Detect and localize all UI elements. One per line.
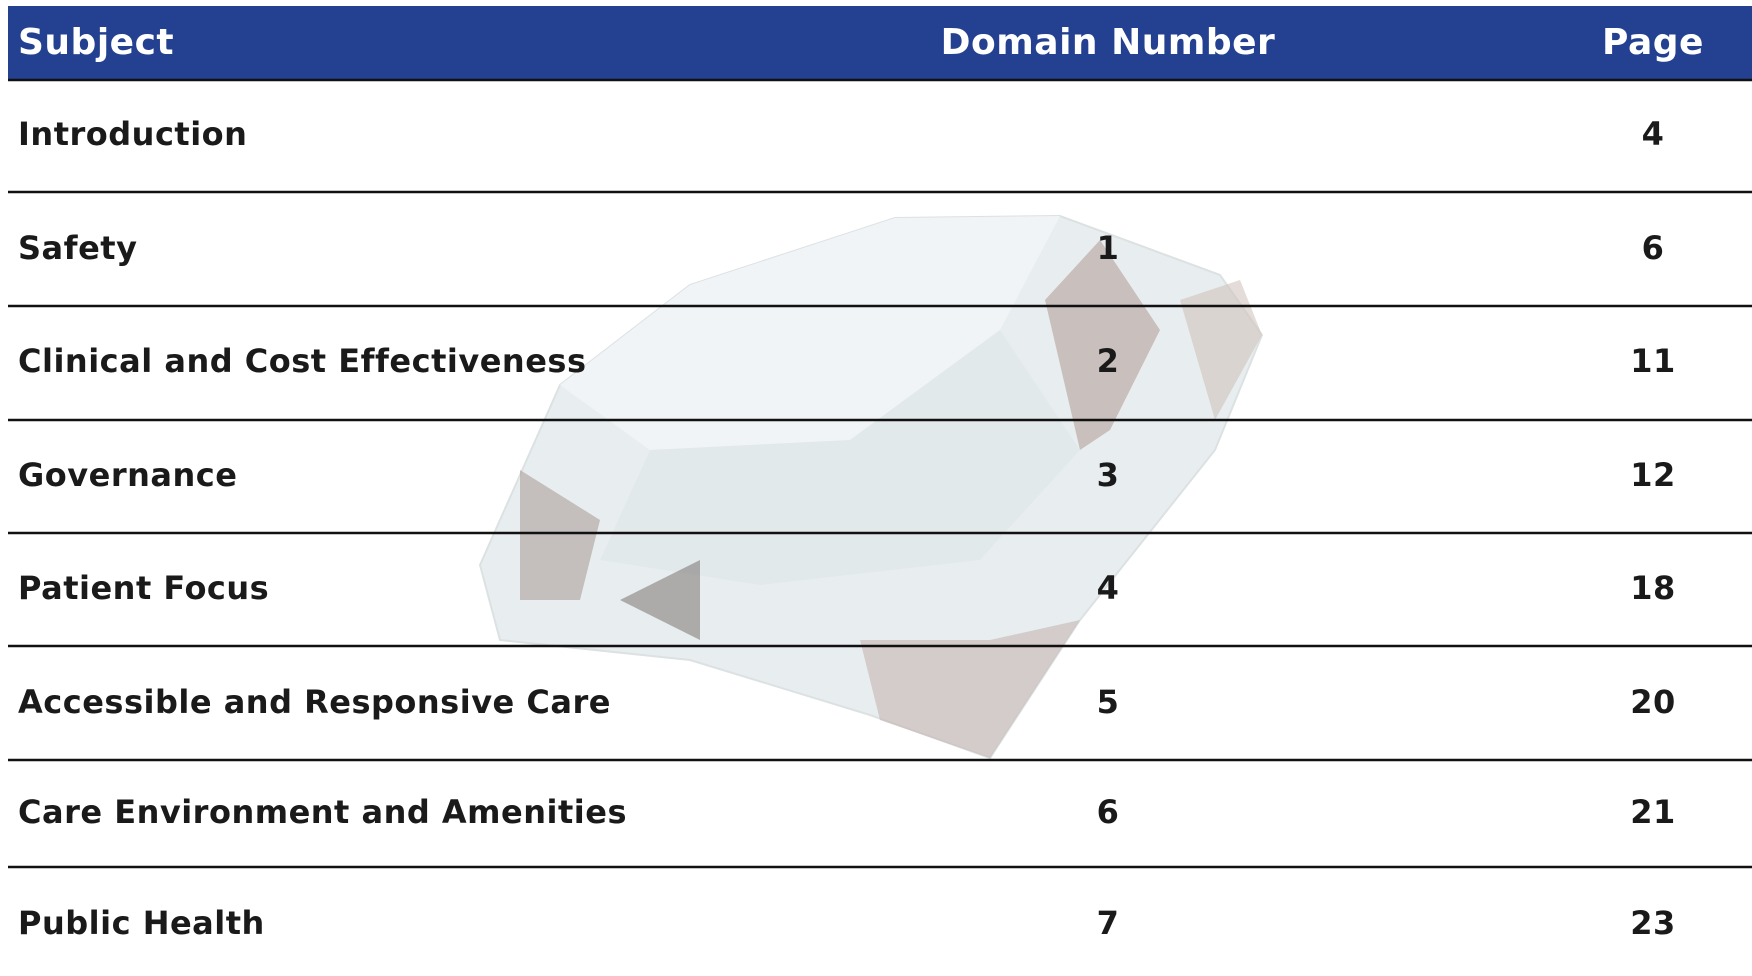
page-cell: 12 <box>1630 456 1676 494</box>
header-bar <box>8 6 1752 79</box>
domain-cell: 1 <box>1097 229 1120 267</box>
subject-cell: Introduction <box>18 115 247 153</box>
page-cell: 6 <box>1642 229 1665 267</box>
domain-cell: 4 <box>1097 569 1120 607</box>
page-cell: 20 <box>1630 683 1676 721</box>
page-cell: 11 <box>1630 342 1676 380</box>
domain-cell: 5 <box>1097 683 1120 721</box>
page-cell: 21 <box>1630 793 1676 831</box>
subject-cell: Public Health <box>18 904 265 942</box>
domain-cell: 3 <box>1097 456 1120 494</box>
subject-cell: Accessible and Responsive Care <box>18 683 611 721</box>
page-cell: 23 <box>1630 904 1676 942</box>
subject-cell: Clinical and Cost Effectiveness <box>18 342 587 380</box>
subject-cell: Patient Focus <box>18 569 269 607</box>
domain-cell: 2 <box>1097 342 1120 380</box>
subject-cell: Safety <box>18 229 137 267</box>
page-cell: 18 <box>1630 569 1676 607</box>
header-subject: Subject <box>18 22 174 63</box>
subject-cell: Governance <box>18 456 237 494</box>
domain-cell: 6 <box>1097 793 1120 831</box>
subject-cell: Care Environment and Amenities <box>18 793 627 831</box>
diamond-image <box>478 214 1264 760</box>
header-page: Page <box>1602 22 1704 63</box>
header-domain: Domain Number <box>941 22 1276 63</box>
page-cell: 4 <box>1642 115 1665 153</box>
domain-cell: 7 <box>1097 904 1120 942</box>
